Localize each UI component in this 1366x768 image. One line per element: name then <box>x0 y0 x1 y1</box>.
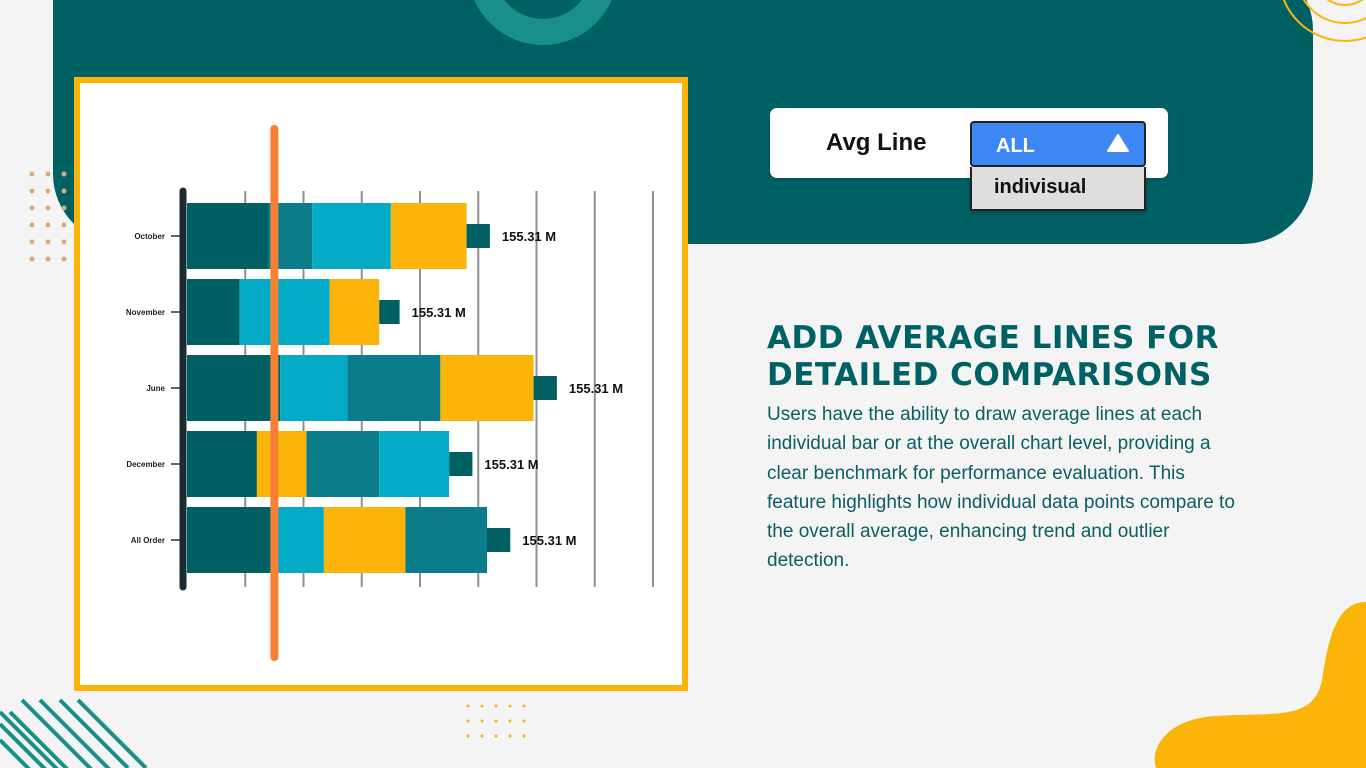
bar-end-marker <box>486 528 511 552</box>
bar-segment <box>306 431 380 497</box>
data-label: 155.31 M <box>502 229 556 244</box>
data-label: 155.31 M <box>569 381 623 396</box>
avg-line-label: Avg Line <box>826 129 927 156</box>
option-label: indivisual <box>994 176 1087 198</box>
y-tick-label: November <box>126 308 165 317</box>
triangle-up-icon[interactable] <box>1106 133 1130 153</box>
dot-grid-decoration-bottom <box>466 704 526 738</box>
y-tick-label: December <box>126 460 165 469</box>
bar-segment <box>390 203 467 269</box>
bar-segment <box>187 279 240 345</box>
bar-segment <box>187 431 257 497</box>
ring-decoration <box>474 0 612 45</box>
bar-segment <box>440 355 534 421</box>
bar-segment <box>379 431 450 497</box>
data-label: 155.31 M <box>412 305 466 320</box>
bar-segment <box>280 355 348 421</box>
bar-segment <box>239 279 330 345</box>
y-tick-label: June <box>146 384 165 393</box>
arc-lines-decoration <box>1282 0 1366 42</box>
bar-segment <box>187 507 275 573</box>
chart-card: 155.31 M October 155.31 M November 155.31 M J… <box>74 77 688 691</box>
stripe-decoration <box>0 698 148 768</box>
bar-end-marker <box>466 224 490 248</box>
avg-line-control: Avg Line ALL indivisual <box>770 108 1168 211</box>
option-individual[interactable]: indivisual <box>970 167 1146 211</box>
bar-segment <box>323 507 406 573</box>
avg-line-select[interactable]: ALL <box>970 121 1146 167</box>
bar-segment <box>187 355 281 421</box>
bar-segment <box>187 203 269 269</box>
bar-segment <box>274 507 324 573</box>
bar-segment <box>329 279 380 345</box>
bar-segment <box>312 203 391 269</box>
bar-segment <box>405 507 487 573</box>
data-label: 155.31 M <box>484 457 538 472</box>
y-tick-label: All Order <box>131 536 165 545</box>
bar-end-marker <box>449 452 473 476</box>
bar-segment <box>347 355 441 421</box>
gold-blob-decoration <box>1154 602 1366 768</box>
bar-end-marker <box>533 376 557 400</box>
data-label: 155.31 M <box>522 533 576 548</box>
section-description: Users have the ability to draw average l… <box>767 404 1235 572</box>
section-heading: ADD AVERAGE LINES FOR DETAILED COMPARISO… <box>767 320 1220 393</box>
dot-grid-decoration <box>29 171 67 262</box>
bar-end-marker <box>379 300 400 324</box>
stacked-bar-chart: 155.31 M October 155.31 M November 155.31 M J… <box>126 125 654 661</box>
y-tick-label: October <box>134 232 165 241</box>
select-value: ALL <box>996 135 1035 157</box>
bar-segment <box>256 431 307 497</box>
